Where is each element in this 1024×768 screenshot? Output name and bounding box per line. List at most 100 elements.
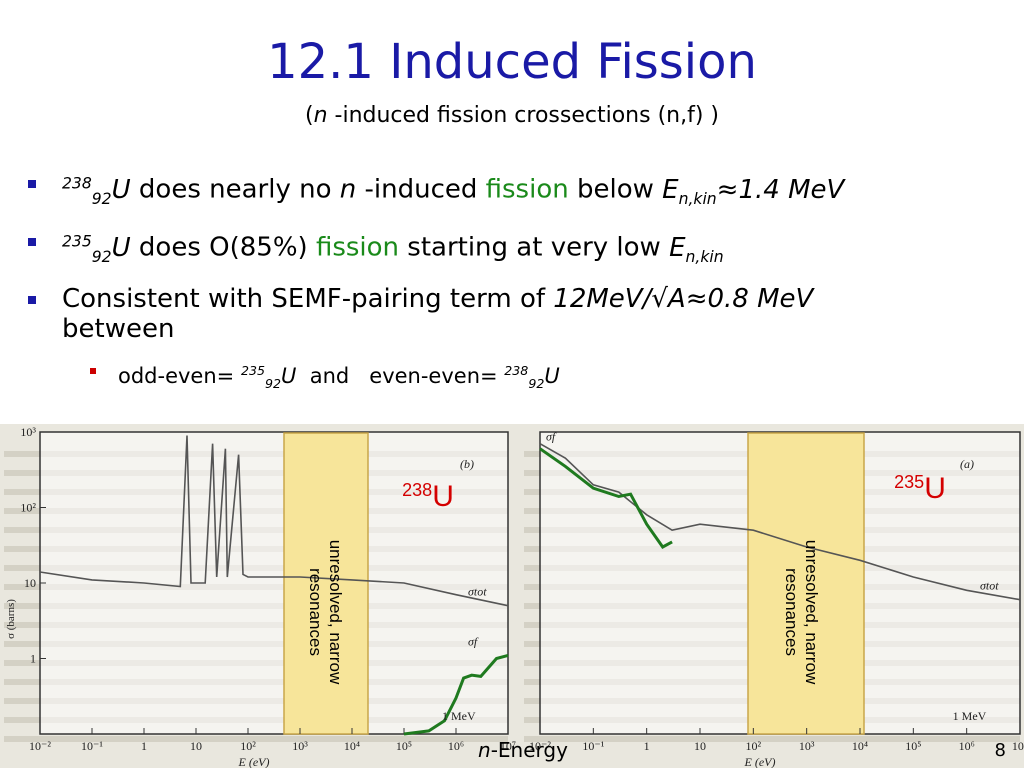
bullet-marker xyxy=(28,295,36,304)
y-tick-label: 10 xyxy=(24,576,36,590)
isotope-mass-number: 238 xyxy=(402,480,432,500)
y-tick-label: 1 xyxy=(30,652,36,666)
resonance-band-label: unresolved, narrowresonances xyxy=(782,540,821,685)
fission-highlight: fission xyxy=(485,174,569,205)
x-axis-label: E (eV) xyxy=(744,755,776,768)
sub-bullet-parity: odd-even= 23592U and even-even= 23892U xyxy=(28,356,1008,399)
bullet-semf: Consistent with SEMF-pairing term of 12M… xyxy=(28,284,1008,344)
sigma-tot-curve xyxy=(39,435,509,607)
sigma-tot-label: σtot xyxy=(468,585,487,599)
bullet-text: does O(85%) xyxy=(130,232,316,263)
x-tick-label: 10⁻² xyxy=(29,739,51,753)
fission-highlight: fission xyxy=(315,232,400,263)
x-tick-label: 10⁷ xyxy=(1012,739,1024,753)
x-tick-label: 10⁴ xyxy=(344,739,360,753)
x-tick-label: 1 xyxy=(141,739,147,753)
mass-number: 235 xyxy=(62,231,92,250)
x-tick-label: 1 xyxy=(644,739,650,753)
energy-threshold: ≈1.4 MeV xyxy=(716,174,845,205)
isotope-element: U xyxy=(924,472,946,505)
neutron-symbol: n xyxy=(478,738,491,762)
chart-panel-u235: 10⁻² 10⁻¹ 1 10 10² 10³ 10⁴ 10⁵ 10⁶ 10⁷ E (eV) (a) σt… xyxy=(520,424,1024,768)
bullet-marker xyxy=(28,237,36,246)
x-tick-label: 10⁻¹ xyxy=(81,739,103,753)
bullet-text: -induced xyxy=(356,174,486,205)
bullet-u235: 23592U does O(85%) fission starting at v… xyxy=(28,226,1008,272)
x-tick-label: 10⁶ xyxy=(448,739,464,753)
sigma-tot-label: σtot xyxy=(980,579,999,593)
x-tick-label: 10 xyxy=(190,739,202,753)
sub-bullet-text: odd-even= xyxy=(118,363,241,388)
bullet-text: between xyxy=(62,313,175,344)
x-tick-label: 10⁻² xyxy=(529,739,551,753)
resonance-band xyxy=(283,432,369,735)
neutron-symbol: n xyxy=(339,174,357,205)
x-axis-caption: n-Energy xyxy=(478,738,568,762)
sigma-f-curve xyxy=(539,447,673,549)
y-tick-label: 10³ xyxy=(20,425,36,439)
element-symbol: U xyxy=(544,363,560,388)
page-number: 8 xyxy=(994,740,1006,761)
atomic-number: 92 xyxy=(91,189,112,208)
resonance-band xyxy=(747,432,865,735)
x-tick-label: 10⁴ xyxy=(852,739,868,753)
element-symbol: U xyxy=(281,363,297,388)
band-label-line1: unresolved, narrow xyxy=(326,540,345,685)
bullet-text: Consistent with SEMF-pairing term of xyxy=(62,283,554,314)
sigma-f-label: σf xyxy=(546,430,557,444)
chart-u235: 10⁻² 10⁻¹ 1 10 10² 10³ 10⁴ 10⁵ 10⁶ 10⁷ E (eV) (a) σt… xyxy=(524,430,1024,768)
x-tick-label: 10⁵ xyxy=(396,739,412,753)
element-symbol: U xyxy=(111,232,131,263)
isotope-mass-number: 235 xyxy=(894,472,924,492)
resonance-band-label: unresolved, narrowresonances xyxy=(306,540,345,685)
subtitle-n: n xyxy=(313,103,328,128)
one-mev-annotation: 1 MeV xyxy=(442,709,476,723)
slide-title: 12.1 Induced Fission xyxy=(267,34,757,90)
bullet-u238: 23892U does nearly no n -induced fission… xyxy=(28,168,1008,214)
bullet-list: 23892U does nearly no n -induced fission… xyxy=(28,168,1008,399)
energy-label: -Energy xyxy=(490,738,568,762)
band-label-line2: resonances xyxy=(782,568,801,656)
x-tick-label: 10⁶ xyxy=(959,739,975,753)
bullet-marker xyxy=(28,180,36,188)
energy-symbol: E xyxy=(669,232,686,263)
panel-tag: (b) xyxy=(460,457,474,471)
bullet-text: does nearly no xyxy=(130,174,340,205)
band-label-line1: unresolved, narrow xyxy=(802,540,821,685)
x-tick-label: 10⁵ xyxy=(905,739,921,753)
x-tick-label: 10⁻¹ xyxy=(582,739,604,753)
pairing-formula: 12MeV/√A≈0.8 MeV xyxy=(553,283,814,314)
bullet-text: starting at very low xyxy=(399,232,670,263)
subtitle-open: ( xyxy=(304,103,314,128)
sigma-f-curve xyxy=(403,653,509,736)
isotope-label: 238U xyxy=(402,480,454,513)
subtitle-rest: -induced fission crossections (n,f) ) xyxy=(327,103,719,128)
atomic-number: 92 xyxy=(91,247,112,266)
sigma-f-label: σf xyxy=(468,634,479,648)
element-symbol: U xyxy=(111,174,131,205)
slide-subtitle: (n -induced fission crossections (n,f) ) xyxy=(0,103,1024,128)
x-tick-label: 10³ xyxy=(799,739,815,753)
atomic-number: 92 xyxy=(528,375,545,391)
isotope-element: U xyxy=(432,480,454,513)
chart-panel-u238: 10⁻² 10⁻¹ 1 10 10² 10³ 10⁴ 10⁵ 10⁶ 10⁷ 1 10 10² 10³ σ … xyxy=(0,424,520,768)
band-label-line2: resonances xyxy=(306,568,325,656)
x-tick-label: 10³ xyxy=(292,739,308,753)
x-tick-label: 10⁷ xyxy=(500,739,516,753)
sub-bullet-marker xyxy=(90,367,96,374)
plot-frame xyxy=(39,431,509,735)
x-axis-label: E (eV) xyxy=(238,755,270,768)
energy-subscript: n,kin xyxy=(678,189,717,208)
mass-number: 238 xyxy=(62,174,92,192)
energy-symbol: E xyxy=(662,174,679,205)
panel-tag: (a) xyxy=(960,457,974,471)
chart-u238: 10⁻² 10⁻¹ 1 10 10² 10³ 10⁴ 10⁵ 10⁶ 10⁷ 1 10 10² 10³ σ … xyxy=(4,425,516,768)
isotope-label: 235U xyxy=(894,472,946,505)
one-mev-annotation: 1 MeV xyxy=(953,709,987,723)
atomic-number: 92 xyxy=(264,375,282,391)
y-tick-label: 10² xyxy=(20,501,36,515)
mass-number: 235 xyxy=(240,362,265,378)
mass-number: 238 xyxy=(504,362,529,378)
x-tick-label: 10 xyxy=(694,739,706,753)
energy-subscript: n,kin xyxy=(685,247,724,266)
